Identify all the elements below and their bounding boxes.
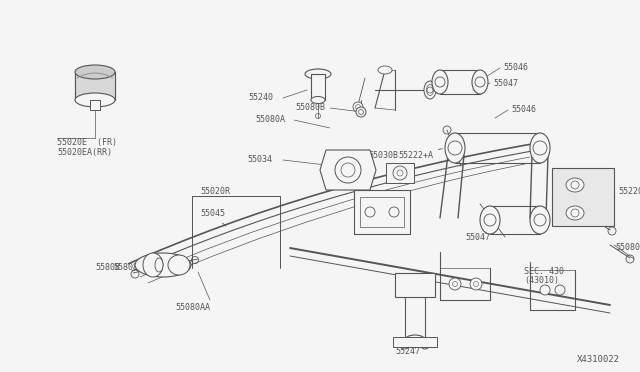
Text: 55247: 55247 [395, 347, 420, 356]
Bar [552, 168, 614, 226]
Circle shape [400, 339, 410, 349]
Circle shape [353, 102, 363, 112]
Text: 55030B: 55030B [368, 151, 398, 168]
Circle shape [555, 285, 565, 295]
Bar [354, 190, 410, 234]
Text: 55046: 55046 [511, 106, 536, 115]
Circle shape [389, 207, 399, 217]
Text: 55020EA(RR): 55020EA(RR) [57, 148, 112, 157]
Circle shape [540, 285, 550, 295]
Ellipse shape [426, 84, 433, 96]
Ellipse shape [445, 133, 465, 163]
Text: 55808: 55808 [95, 263, 120, 273]
Text: 55080AA: 55080AA [175, 304, 210, 312]
Ellipse shape [311, 96, 325, 103]
Text: 55808: 55808 [113, 263, 160, 273]
Ellipse shape [530, 133, 550, 163]
Polygon shape [320, 150, 376, 190]
Circle shape [449, 278, 461, 290]
Ellipse shape [566, 206, 584, 220]
Bar [386, 163, 414, 183]
Text: 55222+A: 55222+A [398, 149, 442, 160]
Text: 55047: 55047 [465, 227, 490, 243]
Ellipse shape [432, 70, 448, 94]
Text: 55080B: 55080B [295, 103, 325, 112]
Text: 55080AE: 55080AE [615, 244, 640, 253]
Text: SEC. 430: SEC. 430 [524, 267, 564, 276]
Text: 55045: 55045 [200, 209, 226, 226]
Bar [90, 100, 100, 110]
Circle shape [420, 339, 430, 349]
Bar [395, 273, 435, 297]
Ellipse shape [530, 206, 550, 234]
Text: 55080A: 55080A [255, 115, 285, 125]
Bar [311, 74, 325, 100]
Ellipse shape [566, 178, 584, 192]
Text: 55034: 55034 [247, 155, 272, 164]
Ellipse shape [472, 70, 488, 94]
Ellipse shape [75, 65, 115, 79]
Ellipse shape [168, 255, 190, 275]
Ellipse shape [480, 206, 500, 234]
Circle shape [470, 278, 482, 290]
Text: 55046: 55046 [503, 64, 528, 73]
Circle shape [393, 166, 407, 180]
Ellipse shape [155, 258, 163, 272]
Ellipse shape [305, 69, 331, 79]
Circle shape [335, 157, 361, 183]
Bar [75, 72, 115, 100]
Circle shape [365, 207, 375, 217]
Text: 55240: 55240 [248, 93, 273, 103]
Ellipse shape [143, 253, 163, 277]
Text: 55020E  (FR): 55020E (FR) [57, 138, 117, 147]
Bar [360, 197, 404, 227]
Ellipse shape [378, 66, 392, 74]
Text: (43010): (43010) [524, 276, 559, 285]
Ellipse shape [424, 81, 436, 99]
Circle shape [356, 107, 366, 117]
Ellipse shape [75, 93, 115, 107]
Text: 55220: 55220 [618, 187, 640, 196]
Text: 55047: 55047 [493, 78, 518, 87]
Bar [393, 337, 437, 347]
Text: X4310022: X4310022 [577, 356, 620, 365]
Ellipse shape [135, 253, 191, 277]
Text: 55020R: 55020R [200, 187, 230, 196]
